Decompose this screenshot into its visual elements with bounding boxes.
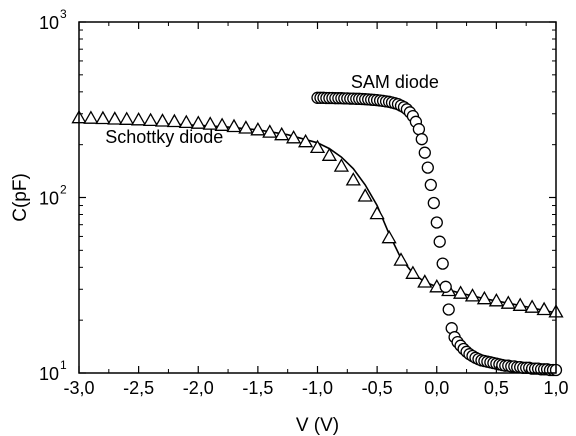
schottky-data-point xyxy=(500,295,516,309)
sam-data-point xyxy=(439,280,452,293)
sam-data-point xyxy=(442,303,455,316)
schottky-data-point xyxy=(107,111,123,125)
schottky-data-point xyxy=(202,116,218,130)
y-tick-label-exponent: 2 xyxy=(60,183,67,197)
schottky-data-point xyxy=(381,229,397,244)
plot-area xyxy=(71,91,564,377)
y-axis-title: C(pF) xyxy=(10,173,31,222)
schottky-data-point xyxy=(512,297,528,311)
sam-data-point xyxy=(415,133,428,146)
schottky-data-point xyxy=(274,126,290,141)
plot-frame xyxy=(78,21,557,374)
x-tick-label: 0,5 xyxy=(484,378,509,398)
sam-data-point xyxy=(427,196,440,210)
schottky-data-point xyxy=(476,290,493,305)
schottky-data-point xyxy=(488,292,505,307)
sam-data-point xyxy=(436,257,449,270)
annotation-label: Schottky diode xyxy=(105,127,223,147)
y-tick-label-exponent: 1 xyxy=(60,358,67,372)
schottky-data-point xyxy=(83,110,99,124)
x-tick-label: 1,0 xyxy=(543,378,568,398)
sam-data-point xyxy=(412,123,426,136)
y-tick-label: 10 xyxy=(39,364,59,384)
schottky-data-point xyxy=(297,133,314,148)
schottky-data-point xyxy=(393,252,409,266)
schottky-data-point xyxy=(369,205,385,220)
annotation-label: SAM diode xyxy=(351,72,439,92)
schottky-data-point xyxy=(285,129,302,144)
schottky-data-point xyxy=(130,111,147,126)
x-tick-label: -1,5 xyxy=(242,378,273,398)
schottky-data-point xyxy=(226,118,242,133)
schottky-data-point xyxy=(321,147,338,161)
y-tick-label-exponent: 3 xyxy=(60,7,67,21)
schottky-data-point xyxy=(309,139,326,154)
schottky-data-point xyxy=(238,120,254,134)
annotations: SAM diode Schottky diode xyxy=(105,72,439,147)
schottky-data-point xyxy=(95,110,111,125)
schottky-data-point xyxy=(464,288,481,302)
schottky-data-point xyxy=(214,117,230,131)
y-tick-label: 10 xyxy=(39,189,59,209)
schottky-data-point xyxy=(190,115,206,129)
sam-data-point xyxy=(433,235,446,248)
schottky-data-point xyxy=(536,301,552,316)
schottky-data-point xyxy=(262,124,278,138)
sam-data-point xyxy=(430,216,443,229)
x-tick-label: -2,0 xyxy=(183,378,214,398)
schottky-data-point xyxy=(119,111,135,125)
schottky-data-point xyxy=(524,299,540,313)
x-tick-label: -0,5 xyxy=(362,378,393,398)
x-tick-label: -2,5 xyxy=(123,378,154,398)
schottky-data-point xyxy=(178,114,194,129)
sam-data-point xyxy=(418,146,431,159)
x-tick-label: -1,0 xyxy=(302,378,333,398)
y-tick-label: 10 xyxy=(39,13,59,33)
schottky-data-point xyxy=(357,188,373,202)
schottky-data-point xyxy=(154,113,171,127)
schottky-data-point xyxy=(333,158,350,172)
sam-data-point xyxy=(424,178,437,192)
schottky-data-point xyxy=(452,285,469,299)
schottky-data-point xyxy=(405,265,421,279)
axis-tick-labels: -3,0 -2,5 -2,0 -1,5 -1,0 -0,5 0,0 0,5 1,010 110 21… xyxy=(39,7,569,398)
schottky-data-point xyxy=(250,121,266,136)
x-tick-label: -3,0 xyxy=(63,378,94,398)
axis-ticks xyxy=(78,21,557,374)
schottky-data-point xyxy=(417,274,433,288)
x-axis-title: V (V) xyxy=(296,415,339,436)
x-tick-label: 0,0 xyxy=(424,378,449,398)
schottky-data-point xyxy=(345,172,361,186)
sam-data-point xyxy=(421,161,434,174)
schottky-data-point xyxy=(142,112,159,127)
schottky-data-point xyxy=(166,113,183,128)
